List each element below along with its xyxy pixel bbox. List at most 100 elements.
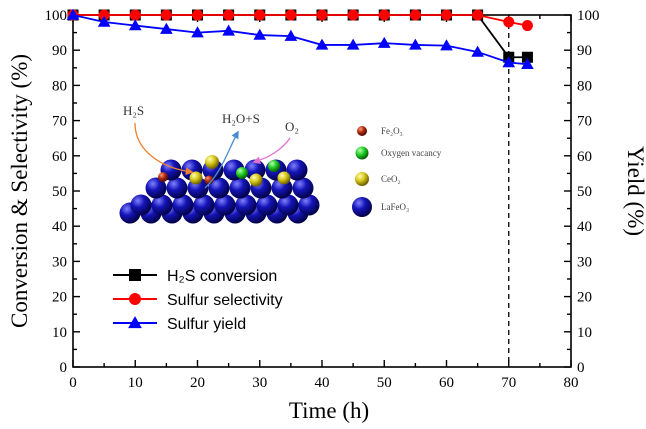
y2-tick-label: 100 xyxy=(577,8,600,24)
axes: 0 10 20 30 40 50 60 70 8001020304050607080901000… xyxy=(45,8,600,391)
data-point-circle xyxy=(378,9,390,21)
inset-legend-label: Oxygen vacancy xyxy=(381,148,442,158)
x-tick-label: 70 xyxy=(501,375,516,391)
data-point-triangle xyxy=(377,36,391,48)
lafeo3-sphere xyxy=(193,194,215,216)
y2-tick-label: 40 xyxy=(577,219,592,235)
data-point-circle xyxy=(129,293,141,305)
x-tick-label: 30 xyxy=(252,375,267,391)
inset-legend: Fe₂O₃ Oxygen vacancy CeO₂ LaFeO₃ xyxy=(352,126,442,217)
x-tick-label: 20 xyxy=(190,375,205,391)
y2-tick-label: 50 xyxy=(577,184,592,200)
inset-legend-item: Oxygen vacancy xyxy=(355,146,442,160)
data-point-triangle xyxy=(128,316,142,329)
lafeo3-sphere xyxy=(286,159,308,181)
lafeo3-sphere xyxy=(256,194,278,216)
y-tick-label: 40 xyxy=(52,219,67,235)
inset-legend-item: LaFeO₃ xyxy=(352,197,409,217)
y2-tick-label: 60 xyxy=(577,149,592,165)
inset-legend-swatch xyxy=(357,126,367,136)
y2-tick-label: 80 xyxy=(577,78,592,94)
y2-tick-label: 30 xyxy=(577,254,592,270)
data-point-triangle xyxy=(502,56,516,68)
data-point-triangle xyxy=(440,39,453,51)
ceo2-sphere xyxy=(189,171,203,185)
y-tick-label: 70 xyxy=(52,114,67,130)
data-point-triangle xyxy=(253,28,267,40)
series-layer xyxy=(66,8,534,70)
data-point-triangle xyxy=(284,29,298,41)
x-axis-title: Time (h) xyxy=(289,398,369,423)
data-point-square xyxy=(521,51,533,63)
data-point-triangle xyxy=(128,19,142,31)
series-line xyxy=(73,14,528,27)
inset-legend-swatch xyxy=(355,146,369,160)
lafeo3-sphere xyxy=(166,177,188,199)
series-triangle xyxy=(66,8,534,70)
data-point-triangle xyxy=(409,38,422,50)
legend-item: Sulfur yield xyxy=(113,316,246,333)
y-tick-label: 20 xyxy=(52,290,67,306)
ceo2-sphere xyxy=(249,173,263,187)
x-tick-label: 50 xyxy=(377,375,392,391)
data-point-triangle xyxy=(97,15,111,27)
data-point-circle xyxy=(441,9,452,21)
x-tick-label: 40 xyxy=(315,375,330,391)
y-axis-title: Conversion & Selectivity (%) xyxy=(7,54,32,328)
inset-legend-swatch xyxy=(352,197,372,217)
lafeo3-sphere xyxy=(151,194,173,216)
x-tick-label: 0 xyxy=(69,375,77,391)
data-point-circle xyxy=(223,9,235,21)
y-tick-label: 80 xyxy=(52,78,67,94)
legend-label: H₂S conversion xyxy=(167,268,277,285)
y2-axis-title: Yield (%) xyxy=(623,146,646,236)
y-tick-label: 30 xyxy=(52,254,67,270)
lafeo3-sphere xyxy=(145,177,167,199)
inset-label-products: H₂O+S xyxy=(222,111,260,126)
data-point-triangle xyxy=(191,26,204,38)
h2s-arrow xyxy=(134,122,194,176)
y2-tick-label: 70 xyxy=(577,114,592,130)
data-point-circle xyxy=(503,16,515,28)
y-tick-label: 10 xyxy=(52,325,67,341)
data-point-circle xyxy=(347,9,359,21)
data-point-circle xyxy=(98,9,110,21)
y2-tick-label: 20 xyxy=(577,290,592,306)
inset-legend-swatch xyxy=(355,172,369,186)
lafeo3-sphere xyxy=(298,194,320,216)
inset-legend-label: LaFeO₃ xyxy=(381,202,409,212)
ceo2-sphere xyxy=(205,155,219,169)
legend: H₂S conversion Sulfur selectivity Sulfur y… xyxy=(113,268,283,333)
y2-tick-label: 10 xyxy=(577,325,592,341)
data-point-circle xyxy=(160,9,172,21)
lafeo3-sphere xyxy=(208,177,230,199)
data-point-circle xyxy=(285,9,297,21)
x-tick-label: 10 xyxy=(128,375,143,391)
catalyst-inset-illustration: H₂S H₂O+S O₂ Fe₂O₃ Oxygen vacancy CeO₂ LaFe… xyxy=(119,103,442,224)
lafeo3-sphere xyxy=(292,177,314,199)
data-point-square xyxy=(129,269,141,281)
x-tick-label: 80 xyxy=(564,375,579,391)
y2-tick-label: 90 xyxy=(577,43,592,59)
oxygen-vacancy-sphere xyxy=(236,167,248,179)
legend-item: Sulfur selectivity xyxy=(113,292,283,309)
data-point-triangle xyxy=(160,22,173,34)
x-tick-label: 60 xyxy=(439,375,454,391)
lafeo3-sphere xyxy=(130,194,152,216)
ceo2-sphere xyxy=(277,171,291,185)
inset-legend-item: Fe₂O₃ xyxy=(357,126,403,136)
inset-legend-label: Fe₂O₃ xyxy=(381,126,403,136)
legend-label: Sulfur yield xyxy=(167,316,246,333)
y-tick-label: 100 xyxy=(45,8,68,24)
data-point-triangle xyxy=(315,38,329,50)
legend-item: H₂S conversion xyxy=(113,268,277,285)
lafeo3-sphere xyxy=(229,177,251,199)
data-point-circle xyxy=(129,9,141,21)
lafeo3-sphere xyxy=(235,194,257,216)
y-tick-label: 50 xyxy=(52,184,67,200)
inset-label-o2: O₂ xyxy=(285,119,299,134)
y-tick-label: 60 xyxy=(52,149,67,165)
lafeo3-sphere xyxy=(214,194,236,216)
data-point-circle xyxy=(409,9,421,21)
